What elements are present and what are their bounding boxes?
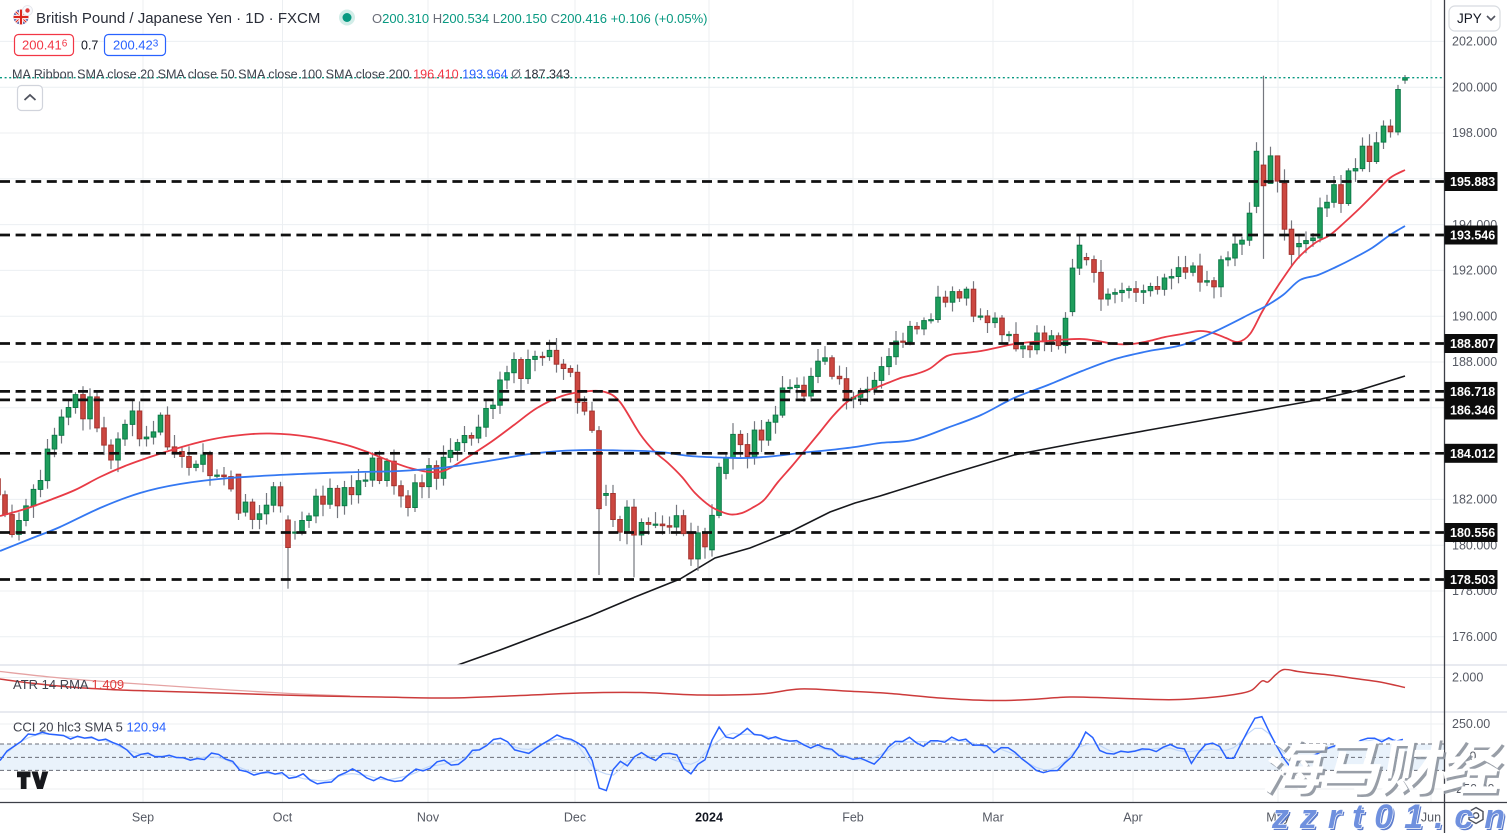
svg-text:176.000: 176.000 (1452, 630, 1497, 644)
svg-text:O200.310 H200.534 L200.150 C20: O200.310 H200.534 L200.150 C200.416 +0.1… (372, 11, 708, 26)
svg-text:JPY: JPY (1457, 11, 1482, 26)
svg-text:Sep: Sep (132, 811, 154, 825)
svg-text:190.000: 190.000 (1452, 309, 1497, 323)
svg-text:188.000: 188.000 (1452, 355, 1497, 369)
svg-text:Mar: Mar (982, 811, 1004, 825)
svg-text:British Pound / Japanese Yen ·: British Pound / Japanese Yen · 1D · FXCM (36, 10, 320, 27)
svg-text:0.7: 0.7 (81, 39, 98, 53)
svg-text:Oct: Oct (273, 811, 293, 825)
svg-text:184.012: 184.012 (1450, 447, 1495, 461)
svg-text:188.807: 188.807 (1450, 337, 1495, 351)
svg-text:193.546: 193.546 (1450, 229, 1495, 243)
svg-text:200.423: 200.423 (113, 38, 159, 53)
svg-text:182.000: 182.000 (1452, 493, 1497, 507)
svg-text:2.000: 2.000 (1452, 671, 1483, 685)
svg-text:2024: 2024 (695, 811, 723, 825)
svg-text:202.000: 202.000 (1452, 35, 1497, 49)
svg-text:Jun: Jun (1421, 811, 1441, 825)
svg-text:ATR 14 RMA 1.409: ATR 14 RMA 1.409 (13, 677, 124, 692)
svg-text:CCI 20 hlc3 SMA 5 120.94: CCI 20 hlc3 SMA 5 120.94 (13, 720, 166, 735)
svg-text:Dec: Dec (564, 811, 586, 825)
svg-text:Nov: Nov (417, 811, 440, 825)
svg-text:250.00: 250.00 (1452, 717, 1490, 731)
svg-text:Apr: Apr (1123, 811, 1142, 825)
svg-text:200.416: 200.416 (22, 38, 68, 53)
svg-text:Feb: Feb (842, 811, 864, 825)
svg-text:195.883: 195.883 (1450, 175, 1495, 189)
svg-text:zzrt01.cn: zzrt01.cn (1271, 798, 1505, 833)
svg-text:May: May (1266, 811, 1290, 825)
svg-text:MA Ribbon SMA close 20 SMA clo: MA Ribbon SMA close 20 SMA close 50 SMA … (12, 68, 570, 82)
svg-text:180.556: 180.556 (1450, 526, 1495, 540)
svg-text:192.000: 192.000 (1452, 264, 1497, 278)
svg-text:198.000: 198.000 (1452, 126, 1497, 140)
svg-text:zzrt01.cn: zzrt01.cn (1273, 800, 1507, 833)
svg-text:186.718: 186.718 (1450, 385, 1495, 399)
svg-text:186.346: 186.346 (1450, 404, 1495, 418)
svg-text:200.000: 200.000 (1452, 80, 1497, 94)
svg-text:178.503: 178.503 (1450, 573, 1495, 587)
